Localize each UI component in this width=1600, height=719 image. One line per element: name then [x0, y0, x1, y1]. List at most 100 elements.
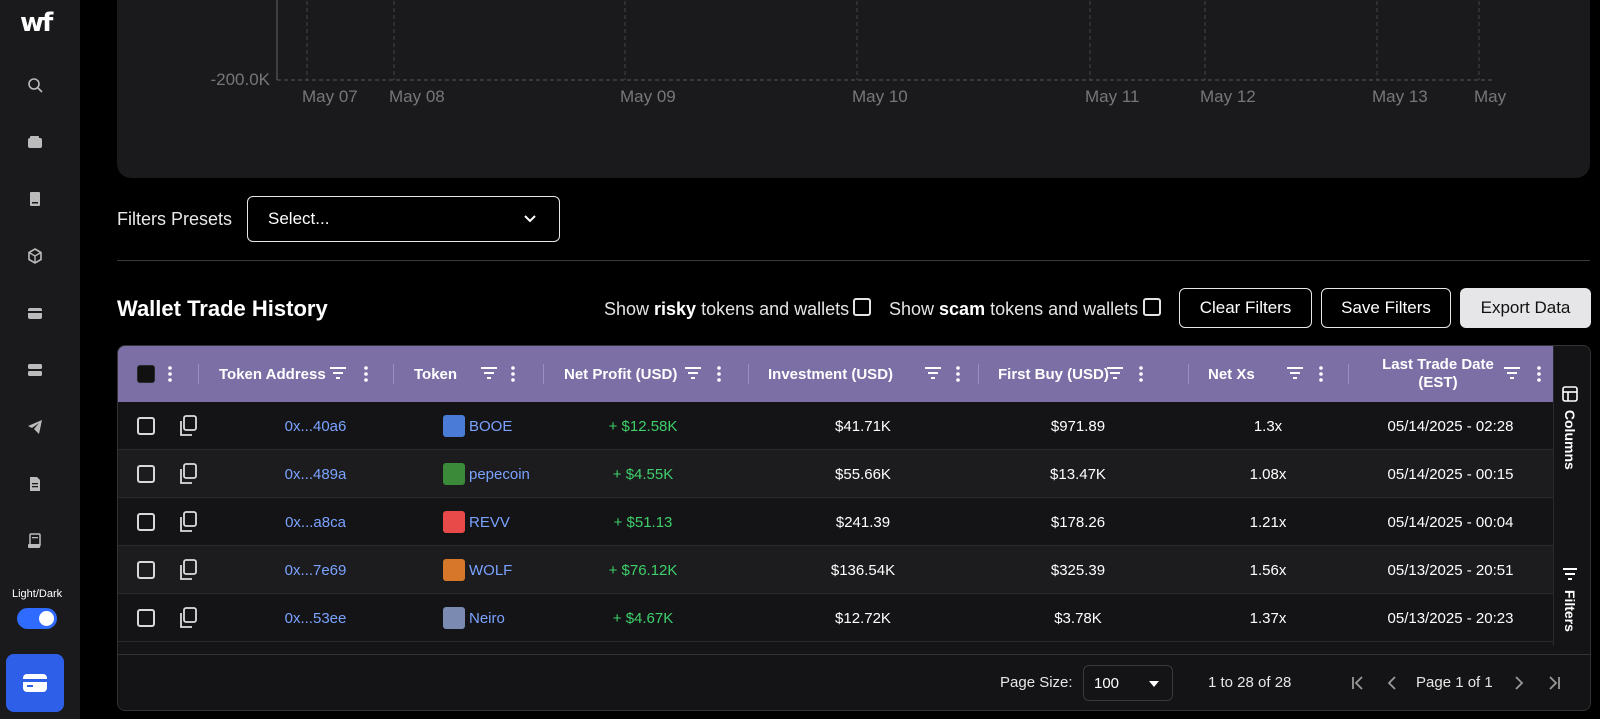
- telegram-icon[interactable]: [26, 418, 44, 436]
- investment-value: $41.71K: [835, 417, 891, 435]
- app-logo[interactable]: wf: [20, 8, 53, 38]
- column-last-trade-date-line2: (EST): [1418, 374, 1458, 391]
- row-checkbox[interactable]: [137, 465, 155, 483]
- risky-suffix: tokens and wallets: [696, 299, 850, 319]
- investment-value: $55.66K: [835, 465, 891, 483]
- net-profit-value: + $51.13: [613, 513, 673, 531]
- column-separator: [978, 364, 979, 384]
- net-xs-value: 1.56x: [1249, 561, 1287, 579]
- column-net-xs[interactable]: Net Xs: [1188, 346, 1348, 402]
- row-checkbox[interactable]: [137, 417, 155, 435]
- copy-icon[interactable]: [178, 463, 198, 485]
- token-address-link[interactable]: 0x...53ee: [284, 609, 347, 627]
- token-address-link[interactable]: 0x...a8ca: [285, 513, 346, 531]
- table-row[interactable]: 0x...40a6 BOOE + $12.58K $41.71K $971.89 1.3x…: [118, 402, 1553, 450]
- kebab-icon[interactable]: [1138, 365, 1144, 383]
- token-address-link[interactable]: 0x...7e69: [284, 561, 347, 579]
- show-risky-checkbox[interactable]: [853, 298, 871, 316]
- card-icon[interactable]: [26, 304, 44, 322]
- chart-x-tick: May 07: [302, 87, 358, 106]
- cube-icon[interactable]: [26, 247, 44, 265]
- table-header: Token Address Token Net Profit (USD) Inv…: [118, 346, 1553, 402]
- filter-icon[interactable]: [924, 365, 942, 381]
- kebab-icon[interactable]: [955, 365, 961, 383]
- column-token[interactable]: Token: [393, 346, 543, 402]
- copy-icon[interactable]: [178, 415, 198, 437]
- columns-tab[interactable]: Columns: [1562, 386, 1578, 470]
- page-size-select[interactable]: 100: [1083, 665, 1173, 701]
- filter-icon[interactable]: [480, 365, 498, 381]
- wallet-button[interactable]: [6, 654, 64, 712]
- kebab-icon[interactable]: [510, 365, 516, 383]
- first-buy-value: $178.26: [1050, 513, 1106, 531]
- filters-presets-value: Select...: [268, 209, 330, 228]
- row-checkbox[interactable]: [137, 561, 155, 579]
- filter-icon[interactable]: [1106, 365, 1124, 381]
- table-row[interactable]: 0x...53ee Neiro + $4.67K $12.72K $3.78K 1.37x…: [118, 594, 1553, 642]
- filters-presets-select[interactable]: Select...: [247, 196, 560, 242]
- kebab-icon[interactable]: [363, 365, 369, 383]
- filter-icon[interactable]: [684, 365, 702, 381]
- receipt-icon[interactable]: [26, 532, 44, 550]
- token-link[interactable]: Neiro: [469, 609, 505, 627]
- table-row[interactable]: 0x...489a pepecoin + $4.55K $55.66K $13.47K 1…: [118, 450, 1553, 498]
- last-trade-date-value: 05/13/2025 - 20:23: [1387, 609, 1514, 627]
- investment-value: $136.54K: [830, 561, 896, 579]
- net-xs-value: 1.21x: [1249, 513, 1287, 531]
- wallet-trade-history-title: Wallet Trade History: [117, 296, 328, 321]
- book-icon[interactable]: [26, 190, 44, 208]
- net-xs-value: 1.3x: [1253, 417, 1283, 435]
- show-scam-checkbox[interactable]: [1143, 298, 1161, 316]
- select-all-checkbox[interactable]: [137, 365, 155, 383]
- kebab-icon[interactable]: [716, 365, 722, 383]
- row-checkbox[interactable]: [137, 609, 155, 627]
- chevron-down-icon: [524, 215, 536, 223]
- column-last-trade-date[interactable]: Last Trade Date (EST): [1348, 346, 1553, 402]
- column-investment[interactable]: Investment (USD): [748, 346, 978, 402]
- filters-tab[interactable]: Filters: [1562, 566, 1578, 632]
- search-icon[interactable]: [26, 76, 44, 94]
- last-trade-date-value: 05/14/2025 - 00:15: [1387, 465, 1514, 483]
- filter-icon[interactable]: [329, 365, 347, 381]
- kebab-icon[interactable]: [167, 365, 173, 383]
- row-checkbox[interactable]: [137, 513, 155, 531]
- copy-icon[interactable]: [178, 559, 198, 581]
- kebab-icon[interactable]: [1536, 365, 1542, 383]
- column-token-address[interactable]: Token Address: [198, 346, 393, 402]
- scam-bold: scam: [939, 299, 986, 319]
- column-first-buy[interactable]: First Buy (USD): [978, 346, 1178, 402]
- theme-toggle[interactable]: [17, 608, 57, 629]
- kebab-icon[interactable]: [1318, 365, 1324, 383]
- document-icon[interactable]: [26, 475, 44, 493]
- save-filters-button[interactable]: Save Filters: [1321, 288, 1451, 328]
- filter-icon[interactable]: [1286, 365, 1304, 381]
- table-row[interactable]: 0x...7e69 WOLF + $76.12K $136.54K $325.39 1.5…: [118, 546, 1553, 594]
- prev-page-icon[interactable]: [1384, 675, 1400, 691]
- column-separator: [543, 364, 544, 384]
- first-page-icon[interactable]: [1350, 675, 1366, 691]
- filter-icon[interactable]: [1503, 365, 1521, 381]
- server-icon[interactable]: [26, 361, 44, 379]
- scam-prefix: Show: [889, 299, 940, 319]
- last-page-icon[interactable]: [1546, 675, 1562, 691]
- column-separator: [198, 364, 199, 384]
- column-last-trade-date-line1: Last Trade Date: [1382, 356, 1494, 373]
- wallet-icon[interactable]: [26, 133, 44, 151]
- copy-icon[interactable]: [178, 511, 198, 533]
- chart-x-tick: May 08: [389, 87, 445, 106]
- copy-icon[interactable]: [178, 607, 198, 629]
- clear-filters-button[interactable]: Clear Filters: [1179, 288, 1312, 328]
- column-separator: [1188, 364, 1189, 384]
- filters-presets-label: Filters Presets: [117, 209, 233, 229]
- table-row[interactable]: 0x...a8ca REVV + $51.13 $241.39 $178.26 1.21x…: [118, 498, 1553, 546]
- column-net-profit[interactable]: Net Profit (USD): [543, 346, 743, 402]
- token-link[interactable]: REVV: [469, 513, 510, 531]
- next-page-icon[interactable]: [1511, 675, 1527, 691]
- token-address-link[interactable]: 0x...489a: [284, 465, 347, 483]
- token-link[interactable]: BOOE: [469, 417, 513, 435]
- token-address-link[interactable]: 0x...40a6: [284, 417, 347, 435]
- net-xs-value: 1.08x: [1249, 465, 1287, 483]
- token-link[interactable]: pepecoin: [469, 465, 530, 483]
- export-data-button[interactable]: Export Data: [1460, 288, 1591, 328]
- token-link[interactable]: WOLF: [469, 561, 513, 579]
